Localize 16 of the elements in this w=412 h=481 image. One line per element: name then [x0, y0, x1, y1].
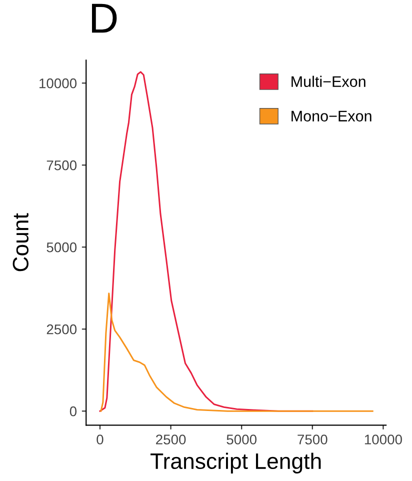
x-tick-label: 7500	[298, 434, 328, 444]
y-tick-label: 2500	[46, 324, 77, 334]
y-axis-title: Count	[12, 213, 29, 272]
y-tick-label: 0	[70, 406, 77, 416]
legend-label: Multi−Exon	[292, 76, 366, 88]
chart-title: D	[92, 4, 117, 33]
legend-label: Mono−Exon	[292, 110, 372, 122]
x-axis-title: Transcript Length	[150, 452, 321, 474]
line-series	[100, 292, 374, 412]
x-tick-label: 2500	[156, 434, 186, 444]
x-tick-label: 5000	[226, 434, 257, 444]
x-tick-label: 10000	[364, 434, 402, 444]
x-tick-label: 0	[96, 434, 104, 444]
y-tick-label: 5000	[46, 242, 77, 252]
y-tick-label: 7500	[46, 160, 77, 170]
y-tick-label: 10000	[40, 78, 77, 88]
